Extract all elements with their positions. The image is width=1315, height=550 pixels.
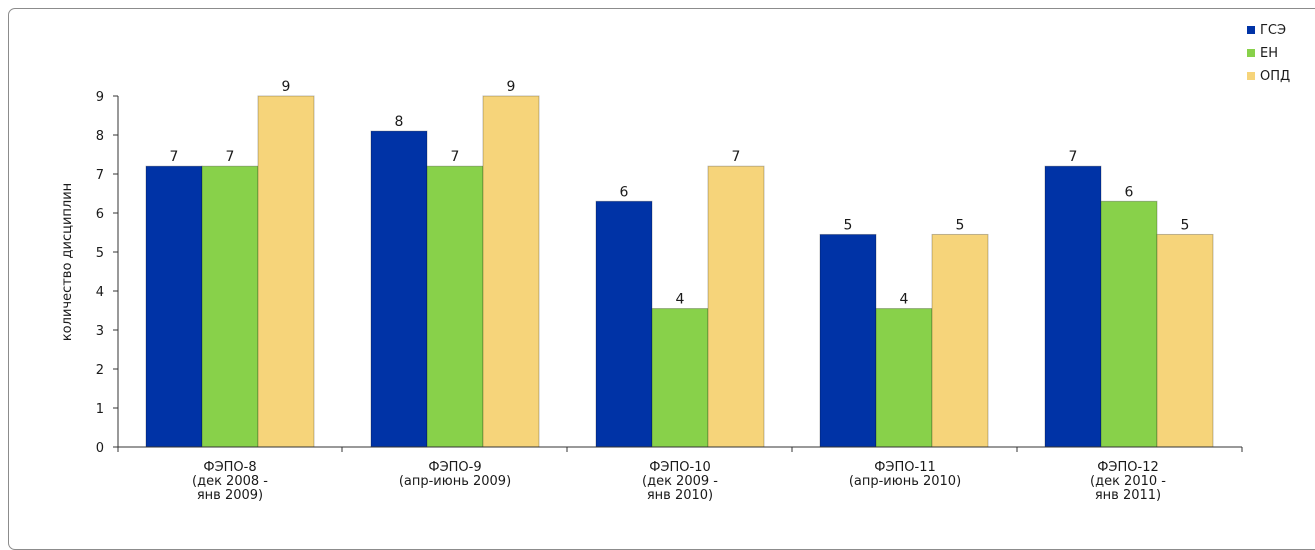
legend-swatch-ГСЭ bbox=[1247, 26, 1255, 34]
legend-label: ЕН bbox=[1260, 46, 1278, 61]
y-tick-label: 3 bbox=[96, 324, 104, 339]
bars bbox=[145, 95, 1214, 448]
x-category-line: янв 2011) bbox=[1095, 488, 1161, 503]
data-labels: 7 8 6 5 7 7 7 4 4 6 9 9 7 5 5 bbox=[170, 79, 1190, 308]
y-tick-label: 6 bbox=[96, 207, 104, 222]
y-tick-label: 4 bbox=[96, 285, 104, 300]
y-axis: 0 1 2 3 4 5 6 7 8 9 bbox=[96, 90, 119, 456]
data-label: 7 bbox=[451, 149, 460, 165]
y-tick-label: 9 bbox=[96, 90, 104, 105]
data-label: 5 bbox=[956, 217, 965, 233]
bar-ГСЭ-2 bbox=[370, 130, 428, 448]
data-label: 7 bbox=[1069, 149, 1078, 165]
x-category-line: (дек 2008 - bbox=[192, 474, 268, 489]
data-label: 9 bbox=[282, 79, 291, 95]
bar-ОПД-3 bbox=[707, 165, 765, 448]
y-tick-label: 0 bbox=[96, 441, 104, 456]
bar-ЕН-4 bbox=[875, 308, 933, 448]
bar-ГСЭ-5 bbox=[1044, 165, 1102, 448]
bar-ГСЭ-4 bbox=[819, 233, 877, 448]
x-category-line: (дек 2010 - bbox=[1090, 474, 1166, 489]
x-category-label: ФЭПО-8 (дек 2008 -янв 2009) bbox=[192, 460, 268, 503]
x-category-line: ФЭПО-9 bbox=[428, 460, 481, 475]
x-category-line: (апр-июнь 2010) bbox=[849, 474, 961, 489]
x-category-line: ФЭПО-10 bbox=[649, 460, 711, 475]
bar-ОПД-1 bbox=[257, 95, 315, 448]
data-label: 5 bbox=[844, 217, 853, 233]
bar-ГСЭ-3 bbox=[595, 200, 653, 448]
bar-ЕН-2 bbox=[426, 165, 484, 448]
x-axis: ФЭПО-8 (дек 2008 -янв 2009)ФЭПО-9 (апр-июн… bbox=[117, 446, 1243, 503]
legend-swatch-ОПД bbox=[1247, 72, 1255, 80]
x-category-line: ФЭПО-8 bbox=[203, 460, 256, 475]
data-label: 6 bbox=[620, 184, 629, 200]
x-category-line: янв 2010) bbox=[647, 488, 713, 503]
data-label: 7 bbox=[170, 149, 179, 165]
legend-label: ОПД bbox=[1260, 69, 1290, 84]
data-label: 6 bbox=[1125, 184, 1134, 200]
x-category-line: ФЭПО-11 bbox=[874, 460, 936, 475]
y-tick-label: 7 bbox=[96, 168, 104, 183]
y-tick-label: 1 bbox=[96, 402, 104, 417]
data-label: 7 bbox=[226, 149, 235, 165]
data-label: 9 bbox=[507, 79, 516, 95]
bar-ОПД-4 bbox=[931, 233, 989, 448]
bar-ГСЭ-1 bbox=[145, 165, 203, 448]
legend-swatch-ЕН bbox=[1247, 49, 1255, 57]
x-category-label: ФЭПО-11 (апр-июнь 2010) bbox=[849, 460, 961, 489]
data-label: 4 bbox=[900, 292, 909, 308]
y-axis-title: количество дисциплин bbox=[60, 183, 75, 341]
legend: ГСЭ ЕН ОПД bbox=[1247, 23, 1290, 84]
x-category-line: янв 2009) bbox=[197, 488, 263, 503]
data-label: 7 bbox=[732, 149, 741, 165]
y-tick-label: 8 bbox=[96, 129, 104, 144]
x-category-line: (дек 2009 - bbox=[642, 474, 718, 489]
x-category-line: ФЭПО-12 bbox=[1097, 460, 1159, 475]
data-label: 5 bbox=[1181, 217, 1190, 233]
bar-ЕН-5 bbox=[1100, 200, 1158, 448]
data-label: 8 bbox=[395, 114, 404, 130]
legend-label: ГСЭ bbox=[1260, 23, 1286, 38]
bar-ЕН-3 bbox=[651, 308, 709, 448]
x-category-line: (апр-июнь 2009) bbox=[399, 474, 511, 489]
y-tick-label: 5 bbox=[96, 246, 104, 261]
bar-ОПД-2 bbox=[482, 95, 540, 448]
y-tick-label: 2 bbox=[96, 363, 104, 378]
bar-ЕН-1 bbox=[201, 165, 259, 448]
bar-ОПД-5 bbox=[1156, 233, 1214, 448]
x-category-label: ФЭПО-9 (апр-июнь 2009) bbox=[399, 460, 511, 489]
data-label: 4 bbox=[676, 292, 685, 308]
x-category-label: ФЭПО-10 (дек 2009 -янв 2010) bbox=[642, 460, 718, 503]
x-category-label: ФЭПО-12 (дек 2010 -янв 2011) bbox=[1090, 460, 1166, 503]
